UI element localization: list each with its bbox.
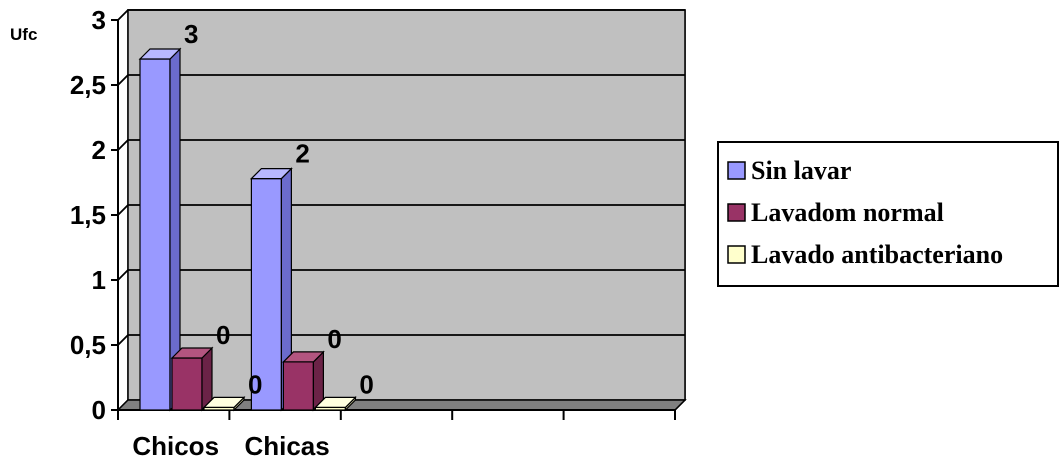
legend-swatch xyxy=(728,204,745,221)
x-tick-label: Chicas xyxy=(244,431,329,460)
y-tick-label: 2 xyxy=(92,135,106,165)
bar-front xyxy=(283,362,313,410)
legend-label: Lavado antibacteriano xyxy=(751,240,1003,269)
legend-label: Sin lavar xyxy=(751,156,851,185)
x-axis-ticks: Chicos Chicas xyxy=(118,410,675,460)
y-axis-label: Ufc xyxy=(10,25,37,44)
legend-swatch xyxy=(728,162,745,179)
y-tick-label: 0 xyxy=(92,395,106,425)
data-label: 0 xyxy=(327,324,341,354)
y-tick-label: 0,5 xyxy=(70,330,106,360)
data-label: 0 xyxy=(216,320,230,350)
legend-label: Lavadom normal xyxy=(751,198,944,227)
legend: Sin lavar Lavadom normal Lavado antibacter… xyxy=(718,142,1058,286)
y-tick-label: 1 xyxy=(92,265,106,295)
bar-front xyxy=(140,59,170,410)
y-axis-ticks: 0 0,5 1 1,5 2 2,5 3 xyxy=(70,5,118,425)
bar xyxy=(172,348,212,410)
data-label: 0 xyxy=(359,369,373,399)
data-label: 2 xyxy=(295,139,309,169)
y-tick-label: 1,5 xyxy=(70,200,106,230)
y-tick-label: 2,5 xyxy=(70,70,106,100)
data-label: 3 xyxy=(184,19,198,49)
data-label: 0 xyxy=(248,369,262,399)
bar-front xyxy=(172,358,202,410)
x-tick-label: Chicos xyxy=(132,431,219,460)
bar xyxy=(283,352,323,410)
y-tick-label: 3 xyxy=(92,5,106,35)
legend-swatch xyxy=(728,246,745,263)
